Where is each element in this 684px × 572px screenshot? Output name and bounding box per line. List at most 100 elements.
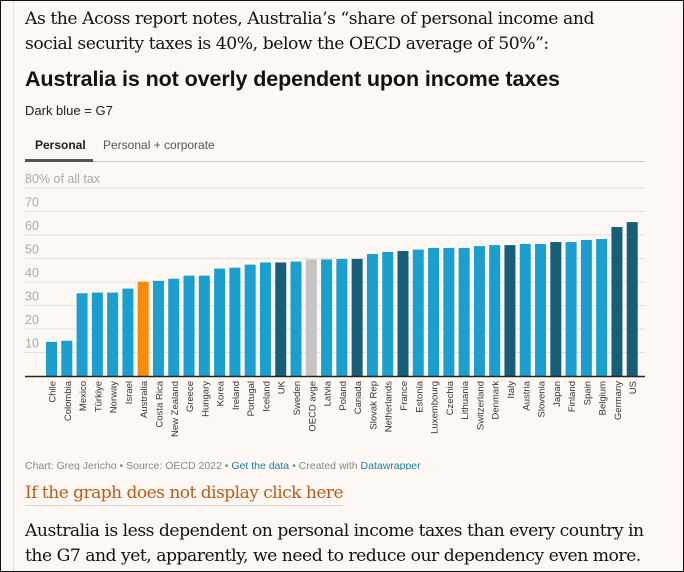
bar-slovenia[interactable] bbox=[535, 243, 547, 376]
bar-hungary[interactable] bbox=[198, 275, 210, 376]
bar-us[interactable] bbox=[626, 222, 638, 376]
x-tick-label: Latvia bbox=[323, 380, 334, 406]
x-tick-label: Lithuania bbox=[460, 380, 471, 419]
bar-czechia[interactable] bbox=[443, 247, 455, 376]
bar-uk[interactable] bbox=[275, 262, 287, 377]
outro-paragraph: Australia is less dependent on personal … bbox=[25, 521, 644, 566]
bar-costa-rica[interactable] bbox=[152, 280, 164, 376]
x-tick-label: OECD avge bbox=[307, 381, 318, 432]
x-tick-label: Chile bbox=[48, 381, 59, 403]
bar-austria[interactable] bbox=[519, 243, 531, 376]
bar-belgium[interactable] bbox=[596, 239, 608, 376]
x-tick-label: Luxembourg bbox=[430, 381, 441, 434]
tab-personal[interactable]: Personal bbox=[35, 138, 86, 152]
bar-israel[interactable] bbox=[122, 288, 134, 376]
x-tick-label: Greece bbox=[185, 381, 196, 412]
x-tick-label: Czechia bbox=[445, 380, 456, 415]
x-tick-label: Sweden bbox=[292, 381, 303, 415]
chart-tabs: Personal Personal + corporate bbox=[25, 131, 645, 162]
x-tick-label: Slovak Rep bbox=[368, 381, 379, 430]
chart-title: Australia is not overly dependent upon i… bbox=[25, 67, 560, 91]
x-tick-label: US bbox=[628, 381, 639, 394]
x-tick-label: Norway bbox=[109, 381, 120, 413]
x-tick-label: Hungary bbox=[200, 381, 211, 417]
bar-australia[interactable] bbox=[137, 281, 149, 376]
bar-korea[interactable] bbox=[214, 268, 226, 376]
y-tick-label: 40 bbox=[25, 266, 39, 280]
x-tick-label: Canada bbox=[353, 380, 364, 414]
intro-paragraph: As the Acoss report notes, Australia’s “… bbox=[25, 9, 594, 54]
x-tick-label: Australia bbox=[139, 380, 150, 418]
bar-denmark[interactable] bbox=[489, 245, 501, 376]
x-tick-label: Switzerland bbox=[475, 381, 486, 430]
x-tick-label: France bbox=[399, 381, 410, 411]
y-tick-label: 80% of all tax bbox=[25, 172, 101, 186]
chart-credit: Chart: Greg Jericho • Source: OECD 2022 … bbox=[25, 460, 232, 470]
x-tick-label: Korea bbox=[216, 380, 227, 406]
active-tab-indicator bbox=[25, 159, 93, 162]
graph-fallback-link[interactable]: If the graph does not display click here bbox=[25, 483, 344, 506]
x-tick-label: Slovenia bbox=[537, 380, 548, 417]
y-tick-label: 60 bbox=[25, 219, 39, 233]
bar-luxembourg[interactable] bbox=[428, 247, 440, 376]
bar-finland[interactable] bbox=[565, 242, 577, 376]
x-tick-label: Austria bbox=[521, 380, 532, 410]
bar-greece[interactable] bbox=[183, 275, 195, 376]
chart-footer: Chart: Greg Jericho • Source: OECD 2022 … bbox=[25, 459, 421, 470]
bar-chart: 10 20 30 40 50 60 70 80% of all tax Chile Colombi… bbox=[25, 172, 645, 437]
x-tick-label: Japan bbox=[552, 381, 563, 407]
bar-slovak-rep[interactable] bbox=[366, 254, 378, 376]
x-tick-label: Estonia bbox=[414, 380, 425, 412]
x-tick-label: Mexico bbox=[78, 381, 89, 411]
bar-portugal[interactable] bbox=[244, 264, 256, 376]
bar-norway[interactable] bbox=[107, 292, 119, 376]
x-tick-label: Netherlands bbox=[384, 381, 395, 432]
bar-estonia[interactable] bbox=[412, 249, 424, 376]
bar-france[interactable] bbox=[397, 250, 409, 376]
bar-spain[interactable] bbox=[580, 239, 592, 376]
bar-poland[interactable] bbox=[336, 258, 348, 376]
bar-ireland[interactable] bbox=[229, 267, 241, 376]
bar-oecd-avge[interactable] bbox=[305, 259, 317, 376]
x-tick-label: Colombia bbox=[63, 380, 74, 421]
x-tick-label: Türkiye bbox=[93, 381, 104, 412]
bar-chile[interactable] bbox=[46, 341, 57, 376]
x-tick-label: Portugal bbox=[246, 381, 257, 416]
bar-mexico[interactable] bbox=[76, 293, 88, 376]
x-tick-label: Italy bbox=[506, 381, 517, 399]
datawrapper-link[interactable]: Datawrapper bbox=[360, 460, 421, 470]
chart-description: Dark blue = G7 bbox=[25, 103, 113, 118]
bar-iceland[interactable] bbox=[259, 262, 271, 377]
x-tick-label: Costa Rica bbox=[154, 380, 165, 427]
bar-latvia[interactable] bbox=[321, 259, 333, 376]
bar-italy[interactable] bbox=[504, 245, 516, 376]
bar-switzerland[interactable] bbox=[473, 246, 485, 376]
bar-lithuania[interactable] bbox=[458, 247, 470, 376]
bar-new-zealand[interactable] bbox=[168, 278, 180, 376]
x-tick-label: Poland bbox=[338, 381, 349, 411]
y-tick-label: 70 bbox=[25, 196, 39, 210]
y-tick-label: 10 bbox=[25, 337, 39, 351]
y-tick-label: 30 bbox=[25, 290, 39, 304]
bar-sweden[interactable] bbox=[290, 261, 302, 376]
bar-canada[interactable] bbox=[351, 258, 363, 376]
x-tick-label: New Zealand bbox=[170, 381, 181, 437]
bar-colombia[interactable] bbox=[61, 340, 73, 376]
bar-germany[interactable] bbox=[611, 227, 623, 376]
x-tick-label: Belgium bbox=[598, 381, 609, 415]
tab-personal-corporate[interactable]: Personal + corporate bbox=[103, 138, 215, 152]
x-tick-label: Iceland bbox=[261, 381, 272, 412]
bar-netherlands[interactable] bbox=[382, 251, 394, 376]
x-tick-label: Israel bbox=[124, 381, 135, 404]
x-tick-label: Spain bbox=[582, 381, 593, 405]
x-tick-label: Finland bbox=[567, 381, 578, 412]
get-the-data-link[interactable]: Get the data bbox=[231, 460, 290, 470]
x-tick-label: UK bbox=[277, 380, 288, 394]
x-tick-label: Germany bbox=[613, 381, 624, 420]
x-tick-label: Denmark bbox=[491, 381, 502, 420]
bar-japan[interactable] bbox=[550, 242, 562, 376]
created-with-text: • Created with bbox=[289, 460, 361, 470]
bar-t-rkiye[interactable] bbox=[91, 292, 103, 376]
y-tick-label: 20 bbox=[25, 313, 39, 327]
y-tick-label: 50 bbox=[25, 243, 39, 257]
